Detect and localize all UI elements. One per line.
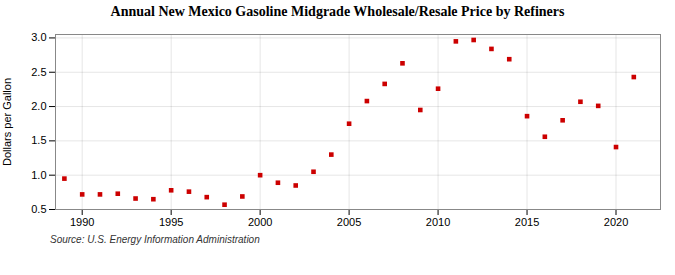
svg-text:3.0: 3.0 (31, 31, 46, 43)
svg-text:2.5: 2.5 (31, 66, 46, 78)
svg-text:2010: 2010 (426, 216, 450, 228)
svg-text:2000: 2000 (248, 216, 272, 228)
svg-text:2005: 2005 (337, 216, 361, 228)
html-text:Annual New Mexico Gasoline Mid: Annual New Mexico Gasoline Midgrade Whol… (110, 4, 565, 19)
svg-text:1.5: 1.5 (31, 134, 46, 146)
svg-text:1995: 1995 (159, 216, 183, 228)
svg-text:0.5: 0.5 (31, 203, 46, 215)
svg-text:2.0: 2.0 (31, 100, 46, 112)
svg-text:Dollars per Gallon: Dollars per Gallon (1, 78, 13, 166)
svg-text:1.0: 1.0 (31, 169, 46, 181)
svg-text:2020: 2020 (604, 216, 628, 228)
html-text:Source: U.S. Energy Informatio: Source: U.S. Energy Information Administ… (50, 234, 260, 245)
svg-text:1990: 1990 (70, 216, 94, 228)
svg-text:2015: 2015 (515, 216, 539, 228)
